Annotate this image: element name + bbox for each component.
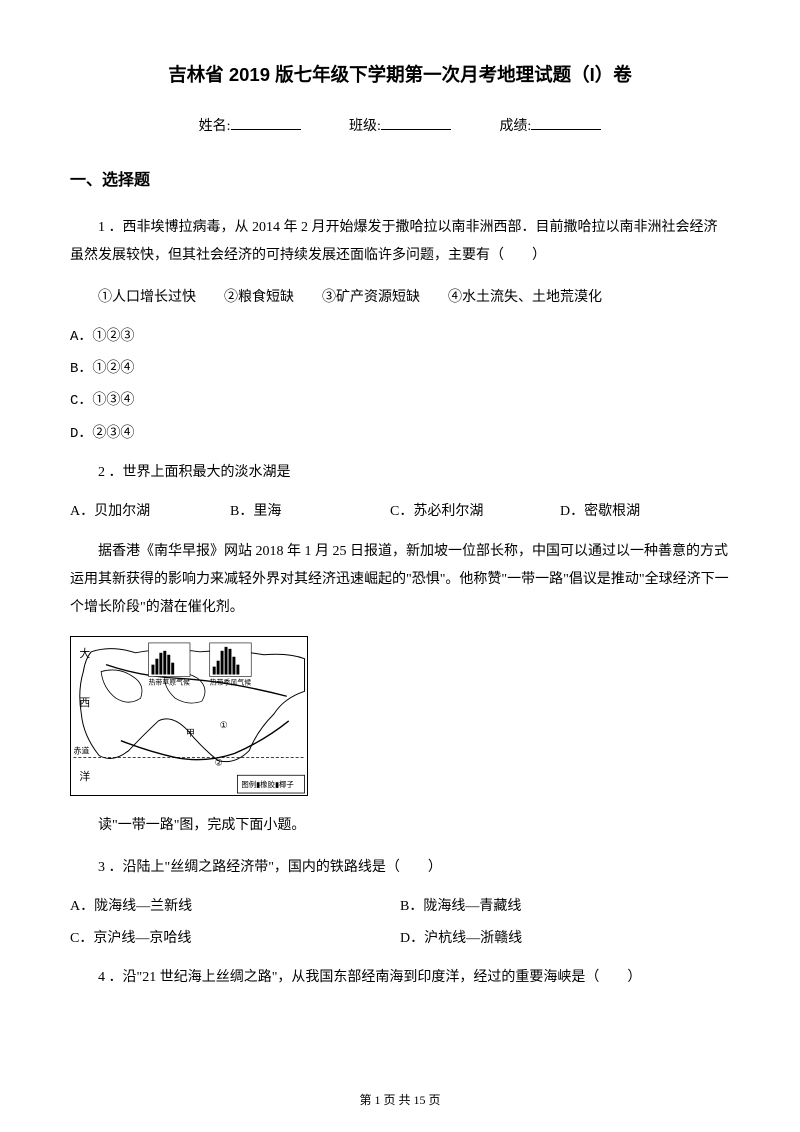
map-label-equator: 赤道: [73, 745, 89, 755]
map-legend-text: 图例▮橡胶▮椰子: [241, 780, 294, 789]
page-title: 吉林省 2019 版七年级下学期第一次月考地理试题（I）卷: [70, 60, 730, 90]
section-heading: 一、选择题: [70, 168, 730, 194]
page-footer: 第 1 页 共 15 页: [0, 1091, 800, 1110]
q1-option-a: A．①②③: [70, 326, 730, 348]
q1-items: ①人口增长过快 ②粮食短缺 ③矿产资源短缺 ④水土流失、土地荒漠化: [70, 284, 730, 312]
passage-text: 据香港《南华早报》网站 2018 年 1 月 25 日报道，新加坡一位部长称，中…: [70, 538, 730, 622]
q1-option-b: B．①②④: [70, 358, 730, 380]
q4-stem: 4 ．沿"21 世纪海上丝绸之路"，从我国东部经南海到印度洋，经过的重要海峡是（…: [70, 964, 730, 992]
q3-option-d: D．沪杭线—浙赣线: [400, 928, 730, 950]
q2-option-b: B．里海: [230, 501, 390, 523]
q2-option-d: D．密歇根湖: [560, 501, 640, 523]
class-blank: [381, 129, 451, 130]
map-label-yang: 洋: [79, 769, 90, 783]
q2-options: A．贝加尔湖 B．里海 C．苏必利尔湖 D．密歇根湖: [70, 501, 730, 523]
map-svg: 大 西 洋 赤道 甲 ① ② 热带草原气候 热带季风气候 图例▮橡胶▮椰子: [71, 637, 307, 795]
q3-option-c: C．京沪线—京哈线: [70, 928, 400, 950]
q1-stem: 1 ．西非埃博拉病毒，从 2014 年 2 月开始爆发于撒哈拉以南非洲西部．目前…: [70, 214, 730, 270]
q3-stem: 3 ．沿陆上"丝绸之路经济带"，国内的铁路线是（ ）: [70, 854, 730, 882]
map-marker-1: ①: [220, 719, 228, 729]
q2-option-c: C．苏必利尔湖: [390, 501, 560, 523]
q2-option-a: A．贝加尔湖: [70, 501, 230, 523]
map-marker-jia: 甲: [186, 727, 195, 737]
student-info-row: 姓名: 班级: 成绩:: [70, 116, 730, 138]
class-label: 班级:: [349, 119, 381, 134]
q3-option-a: A．陇海线—兰新线: [70, 896, 400, 918]
q1-options: A．①②③ B．①②④ C．①③④ D．②③④: [70, 326, 730, 446]
name-label: 姓名:: [199, 119, 231, 134]
map-label-xi: 西: [79, 697, 90, 709]
map-caption: 读"一带一路"图，完成下面小题。: [70, 812, 730, 840]
map-label-da: 大: [79, 645, 90, 659]
name-blank: [231, 129, 301, 130]
map-chart1-label: 热带草原气候: [149, 677, 191, 686]
q2-stem: 2 ．世界上面积最大的淡水湖是: [70, 459, 730, 487]
score-label: 成绩:: [499, 119, 531, 134]
q3-option-b: B．陇海线—青藏线: [400, 896, 730, 918]
score-blank: [531, 129, 601, 130]
q1-option-d: D．②③④: [70, 423, 730, 445]
q1-option-c: C．①③④: [70, 390, 730, 412]
map-chart2-label: 热带季风气候: [210, 677, 252, 686]
map-figure: 大 西 洋 赤道 甲 ① ② 热带草原气候 热带季风气候 图例▮橡胶▮椰子: [70, 636, 308, 796]
q3-options: A．陇海线—兰新线 B．陇海线—青藏线 C．京沪线—京哈线 D．沪杭线—浙赣线: [70, 896, 730, 951]
map-marker-2: ②: [215, 757, 223, 767]
